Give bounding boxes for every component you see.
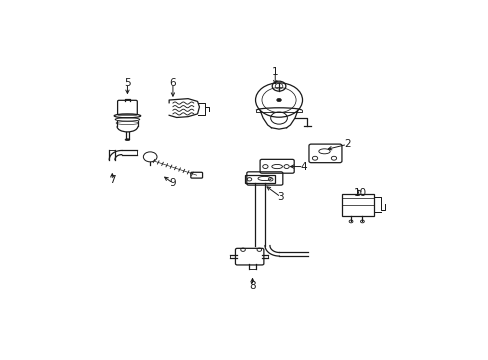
Text: 1: 1	[271, 67, 278, 77]
Text: 3: 3	[277, 192, 284, 202]
Circle shape	[276, 98, 281, 102]
Text: 10: 10	[353, 188, 366, 198]
Text: 4: 4	[300, 162, 306, 172]
Text: 7: 7	[109, 175, 115, 185]
Text: 6: 6	[169, 78, 176, 89]
Text: 5: 5	[124, 78, 130, 89]
Text: 2: 2	[343, 139, 350, 149]
Text: 8: 8	[249, 281, 255, 291]
Text: 9: 9	[169, 178, 176, 188]
Bar	[341, 194, 373, 216]
